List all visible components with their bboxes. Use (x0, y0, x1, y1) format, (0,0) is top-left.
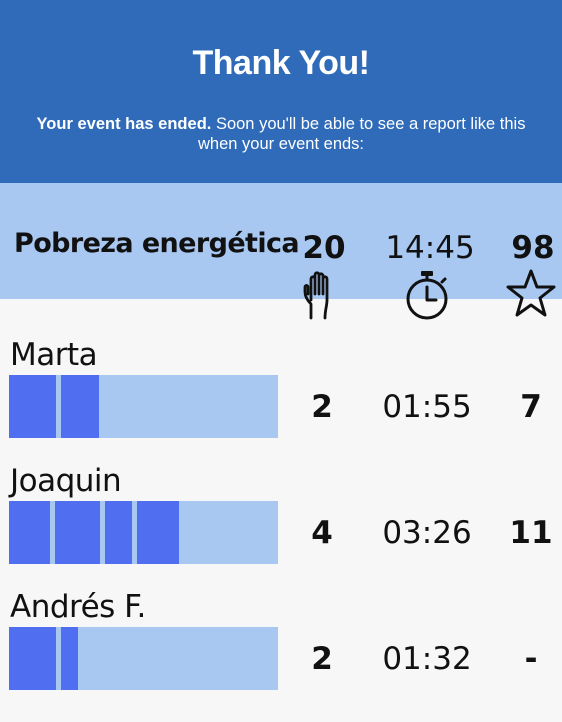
page-title: Thank You! (0, 44, 562, 83)
event-ended-rest: Soon you'll be able to see a report like… (198, 115, 525, 153)
raised-hand-icon (302, 270, 338, 320)
participation-bar (9, 375, 278, 438)
participant-raised-hands: 4 (300, 515, 344, 551)
participant-name: Andrés F. (10, 589, 146, 625)
bar-segment (9, 627, 56, 690)
participant-score: 11 (505, 515, 557, 551)
bar-segment (137, 501, 179, 564)
bar-segment (9, 375, 56, 438)
bar-segment (9, 501, 50, 564)
participation-bar (9, 501, 278, 564)
participant-score: - (505, 641, 557, 677)
participant-time: 03:26 (375, 515, 479, 551)
participant-time: 01:32 (375, 641, 479, 677)
bar-segment (55, 501, 100, 564)
stopwatch-icon (404, 268, 450, 322)
thank-you-header: Thank You! Your event has ended. Soon yo… (0, 0, 562, 183)
participant-name: Marta (10, 337, 97, 373)
report-title: Pobreza energética (14, 228, 299, 259)
participant-time: 01:55 (375, 389, 479, 425)
participant-score: 7 (505, 389, 557, 425)
total-time: 14:45 (378, 230, 482, 266)
bar-segment (61, 375, 99, 438)
participant-raised-hands: 2 (300, 389, 344, 425)
bar-segment (61, 627, 78, 690)
event-ended-message: Your event has ended. Soon you'll be abl… (30, 114, 532, 154)
participant-raised-hands: 2 (300, 641, 344, 677)
total-raised-hands: 20 (302, 230, 346, 266)
event-ended-bold: Your event has ended. (37, 115, 212, 133)
total-score: 98 (508, 230, 558, 266)
participation-bar (9, 627, 278, 690)
participant-name: Joaquin (10, 463, 121, 499)
bar-segment (105, 501, 132, 564)
star-icon (505, 268, 557, 320)
